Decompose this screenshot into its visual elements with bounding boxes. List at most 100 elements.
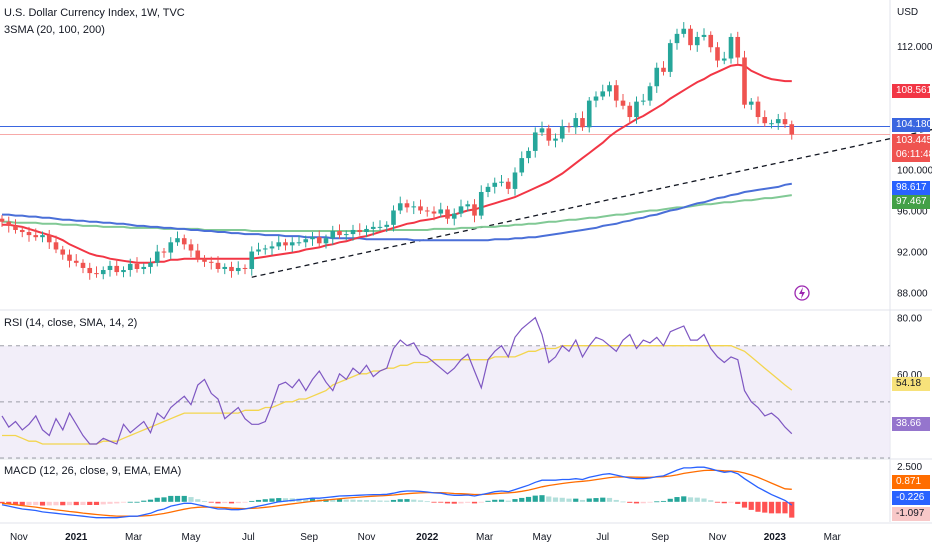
macd-histogram-bar — [235, 501, 241, 504]
chart-title: U.S. Dollar Currency Index, 1W, TVC — [4, 7, 185, 19]
candle-body — [391, 210, 396, 225]
candle-body — [249, 251, 255, 269]
macd-histogram-bar — [478, 501, 484, 503]
macd-histogram-bar — [397, 499, 403, 502]
macd-histogram-bar — [53, 501, 59, 506]
candle-body — [667, 43, 673, 72]
time-axis-label: 2023 — [764, 532, 787, 543]
price-axis-tick: 92.000 — [897, 248, 928, 259]
candle-body — [478, 191, 484, 216]
rsi-axis-tick: 80.00 — [897, 314, 922, 325]
macd-histogram-bar — [147, 499, 154, 502]
sma20-line — [2, 63, 792, 264]
candle-body — [566, 126, 572, 128]
macd-histogram-bar — [12, 501, 19, 505]
rsi-axis-tick: 60.00 — [897, 370, 922, 381]
candle-body — [607, 85, 612, 92]
macd-histogram-bar — [39, 501, 46, 506]
macd-histogram-bar — [640, 501, 646, 504]
candle-body — [296, 242, 302, 244]
macd-histogram-bar — [404, 499, 410, 502]
macd-histogram-bar — [539, 495, 545, 502]
macd-histogram-bar — [714, 501, 721, 503]
candle-body — [127, 263, 133, 271]
macd-histogram-bar — [755, 501, 761, 512]
candle-body — [634, 101, 639, 118]
trendline — [251, 128, 932, 278]
sma-legend: 3SMA (20, 100, 200) — [4, 24, 105, 36]
candle-body — [708, 34, 714, 48]
price-axis-tick: 112.000 — [897, 42, 932, 53]
macd-histogram-bar — [60, 501, 66, 506]
candle-body — [451, 213, 457, 219]
macd-histogram-bar — [66, 501, 73, 506]
rsi-ma-line — [2, 345, 793, 445]
macd-histogram-bar — [654, 501, 660, 503]
macd-histogram-bar — [627, 501, 633, 503]
candle-body — [114, 265, 120, 273]
candle-body — [87, 267, 93, 274]
candle-body — [789, 124, 795, 135]
time-axis-label: 2021 — [65, 532, 88, 543]
candle-body — [586, 100, 592, 128]
macd-histogram-bar — [512, 499, 518, 502]
macd-histogram-bar — [606, 497, 613, 502]
rsi-line — [1, 316, 793, 445]
candle-body — [107, 265, 113, 271]
candle-body — [168, 242, 174, 253]
macd-histogram-bar — [26, 501, 32, 506]
candle-body — [242, 267, 248, 269]
macd-legend: MACD (12, 26, close, 9, EMA, EMA) — [4, 465, 182, 477]
macd-histogram-bar — [276, 498, 282, 502]
macd-histogram-bar — [350, 499, 356, 502]
candle-body — [188, 244, 194, 251]
macd-histogram-bar — [559, 497, 565, 502]
candle-body — [256, 249, 261, 252]
candle-body — [600, 91, 606, 97]
candle-body — [161, 251, 167, 253]
macd-signal-line — [1, 469, 792, 517]
candle-body — [411, 206, 417, 208]
macd-histogram-bar — [748, 501, 754, 510]
candle-body — [100, 270, 106, 275]
macd-histogram-bar — [215, 501, 221, 504]
macd-axis-tick: 2.500 — [897, 462, 922, 473]
price-axis-tick: 96.000 — [897, 206, 928, 217]
bar-countdown: 06:11:48 — [896, 149, 932, 160]
candle-body — [688, 28, 693, 46]
candle-body — [13, 225, 18, 230]
macd-histogram-bar — [451, 501, 457, 504]
macd-histogram-bar — [579, 499, 586, 502]
macd-histogram-bar — [498, 499, 505, 502]
candle-body — [289, 242, 295, 246]
candle-body — [269, 246, 275, 249]
macd-histogram-bar — [114, 501, 120, 504]
macd-histogram-bar — [674, 497, 680, 502]
candle-body — [175, 238, 180, 243]
candle-body — [337, 231, 342, 236]
last-price-value: 103.445 — [896, 135, 932, 146]
candle-body — [0, 218, 5, 222]
candle-body — [19, 229, 25, 233]
sma100-line — [2, 182, 792, 242]
last-price-tag: 103.445 06:11:48 — [892, 134, 932, 162]
candle-body — [121, 270, 126, 273]
macd-histogram-bar — [0, 501, 5, 504]
time-axis-label: 2022 — [416, 532, 439, 543]
candle-body — [654, 67, 660, 87]
candle-body — [195, 250, 201, 259]
candle-body — [215, 262, 221, 269]
time-axis-label: Mar — [824, 532, 842, 543]
candle-body — [26, 232, 32, 236]
time-axis-label: May — [533, 532, 552, 543]
candle-body — [458, 206, 464, 214]
macd-histogram-bar — [431, 501, 437, 503]
candle-body — [593, 96, 599, 101]
candle-body — [742, 57, 747, 105]
macd-histogram-bar — [525, 496, 532, 502]
macd-histogram-bar — [762, 501, 768, 513]
macd-histogram-bar — [100, 501, 106, 505]
macd-histogram-bar — [80, 501, 86, 505]
candle-body — [33, 235, 39, 238]
